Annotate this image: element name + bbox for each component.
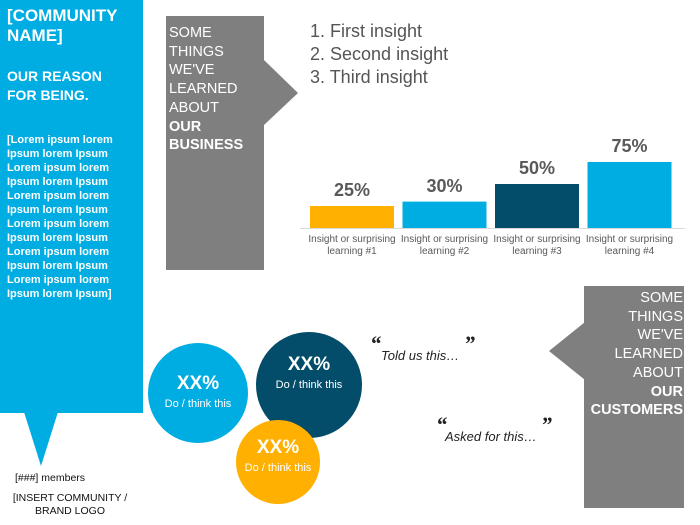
circle-label: Do / think this — [275, 379, 343, 391]
circle-pct: XX% — [176, 373, 220, 394]
bar-chart: 25% Insight or surprising learning #1 30% I… — [300, 130, 685, 270]
stat-circle-1: XX% Do / think this — [148, 343, 248, 443]
box-line: WE'VE — [637, 327, 683, 344]
box-line: ABOUT — [633, 364, 683, 381]
bar — [310, 206, 394, 228]
business-arrow — [264, 60, 298, 125]
logo-placeholder-line2: BRAND LOGO — [34, 505, 105, 517]
insight-item: 3. Third insight — [310, 67, 428, 87]
category-label: Insight or surprising learning #1 — [308, 234, 396, 257]
circle-label: Do / think this — [164, 398, 232, 410]
reason-heading: OUR REASON FOR BEING. — [7, 68, 102, 103]
box-line: SOME — [169, 25, 212, 41]
stat-circle-3: XX% Do / think this — [236, 420, 320, 504]
box-line-bold: CUSTOMERS — [590, 402, 683, 419]
category-label: Insight or surprising learning #2 — [400, 234, 489, 257]
category-label: Insight or surprising learning #3 — [493, 234, 581, 257]
community-panel — [0, 0, 143, 413]
circle-pct: XX% — [256, 437, 300, 458]
box-line: ABOUT — [169, 99, 219, 116]
bar — [587, 162, 672, 228]
quote-text: Asked for this… — [445, 429, 537, 444]
box-line: SOME — [640, 290, 683, 306]
box-line: LEARNED — [614, 346, 684, 363]
circle-label: Do / think this — [244, 462, 312, 474]
quote-text: Told us this… — [381, 348, 460, 363]
box-line: THINGS — [628, 308, 683, 325]
close-quote-icon: ” — [464, 331, 475, 356]
logo-placeholder-line1: [INSERT COMMUNITY / — [12, 492, 128, 504]
open-quote-icon: “ — [370, 331, 381, 356]
box-line-bold: BUSINESS — [169, 137, 244, 154]
customers-arrow — [549, 322, 585, 380]
box-line-bold: OUR — [650, 383, 683, 400]
box-line: WE'VE — [169, 62, 215, 79]
insights-list: 1. First insight 2. Second insight 3. Th… — [310, 20, 448, 89]
community-name: [COMMUNITY NAME] — [7, 6, 118, 45]
box-line: THINGS — [169, 43, 224, 60]
insight-item: 2. Second insight — [310, 44, 449, 64]
bar — [495, 184, 579, 228]
box-line: LEARNED — [169, 81, 238, 98]
box-line-bold: OUR — [169, 118, 202, 135]
close-quote-icon: ” — [541, 412, 552, 437]
circle-pct: XX% — [287, 354, 331, 375]
data-label: 75% — [611, 136, 648, 156]
members-count: [###] members — [15, 472, 86, 484]
lorem-text: [Lorem ipsum lorem Ipsum lorem Ipsum Lor… — [7, 134, 113, 300]
panel-pointer — [24, 412, 58, 466]
insight-item: 1. First insight — [310, 21, 423, 41]
data-label: 50% — [518, 158, 556, 178]
chart-plot — [300, 162, 685, 229]
category-label: Insight or surprising learning #4 — [585, 234, 674, 257]
data-label: 25% — [333, 180, 371, 200]
customers-box: SOME THINGS WE'VE LEARNED ABOUT OUR CUST… — [584, 286, 684, 508]
data-label: 30% — [426, 175, 463, 196]
open-quote-icon: “ — [436, 412, 447, 437]
business-box: SOME THINGS WE'VE LEARNED ABOUT OUR BUSI… — [166, 16, 264, 270]
bar — [402, 201, 487, 228]
